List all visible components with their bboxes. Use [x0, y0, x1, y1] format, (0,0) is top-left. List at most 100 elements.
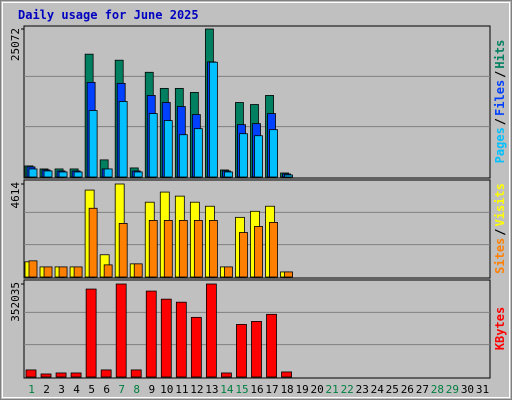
- bar: [221, 372, 232, 378]
- bar: [208, 61, 218, 178]
- bar: [178, 220, 188, 278]
- bar: [175, 301, 187, 378]
- legend: Sites / Visits: [493, 183, 507, 274]
- bar: [43, 266, 53, 278]
- x-tick-label: 2: [43, 383, 50, 396]
- x-tick-label: 25: [386, 383, 399, 396]
- x-tick-label: 1: [28, 383, 35, 396]
- bar: [254, 135, 263, 178]
- bar: [145, 290, 157, 378]
- bar: [58, 266, 68, 278]
- bar: [205, 283, 217, 378]
- x-tick-label: 12: [190, 383, 203, 396]
- bar: [208, 220, 218, 278]
- x-tick-label: 31: [476, 383, 489, 396]
- bar: [103, 168, 113, 178]
- x-tick-label: 7: [118, 383, 125, 396]
- chart-title: Daily usage for June 2025: [18, 8, 199, 22]
- x-tick-label: 15: [235, 383, 248, 396]
- bar: [284, 174, 293, 178]
- bar: [224, 266, 233, 278]
- bar: [163, 220, 173, 278]
- bar: [193, 128, 203, 178]
- legend: Pages / Files / Hits: [493, 40, 507, 164]
- bar: [118, 223, 128, 278]
- bar: [266, 313, 277, 378]
- x-tick-label: 8: [133, 383, 140, 396]
- y-tick-label: 352035: [9, 282, 22, 322]
- bar: [269, 129, 278, 178]
- bar: [118, 101, 128, 178]
- bar: [55, 372, 67, 378]
- bar: [85, 288, 97, 378]
- x-tick-label: 5: [88, 383, 95, 396]
- legend-entry: Files: [493, 80, 507, 116]
- x-tick-label: 10: [160, 383, 173, 396]
- bar: [163, 120, 173, 178]
- bar: [40, 373, 52, 378]
- bar: [88, 110, 98, 178]
- bar: [178, 134, 188, 178]
- x-tick-label: 17: [265, 383, 278, 396]
- legend-separator: /: [493, 71, 507, 78]
- bar: [193, 220, 203, 278]
- bar: [100, 369, 112, 378]
- x-tick-label: 9: [148, 383, 155, 396]
- x-tick-label: 21: [326, 383, 339, 396]
- x-tick-label: 24: [371, 383, 385, 396]
- x-tick-label: 23: [356, 383, 369, 396]
- bar: [269, 222, 278, 278]
- legend-entry: Visits: [493, 183, 507, 226]
- bar: [239, 232, 248, 278]
- x-tick-label: 13: [205, 383, 218, 396]
- bar: [73, 266, 83, 278]
- legend-entry: Sites: [493, 238, 507, 274]
- legend-entry: Pages: [493, 127, 507, 163]
- bar: [190, 316, 202, 378]
- bar: [58, 171, 68, 178]
- x-tick-label: 16: [250, 383, 263, 396]
- bar: [239, 133, 248, 178]
- legend-separator: /: [493, 118, 507, 125]
- x-tick-label: 3: [58, 383, 65, 396]
- bar: [115, 283, 127, 378]
- bar: [43, 170, 53, 178]
- bar: [236, 324, 247, 378]
- bar: [251, 321, 262, 378]
- bar: [160, 298, 172, 378]
- bar: [28, 260, 38, 278]
- bar: [284, 271, 293, 278]
- bar: [133, 263, 143, 278]
- x-tick-label: 29: [446, 383, 459, 396]
- bar: [224, 171, 233, 178]
- bar: [70, 372, 82, 378]
- bar: [103, 264, 113, 278]
- x-tick-label: 22: [341, 383, 354, 396]
- x-tick-label: 20: [311, 383, 324, 396]
- legend: KBytes: [493, 307, 507, 350]
- bar: [28, 168, 38, 178]
- bar: [25, 369, 37, 378]
- legend-separator: /: [493, 229, 507, 236]
- x-tick-label: 26: [401, 383, 414, 396]
- bar: [148, 113, 158, 178]
- y-tick-label: 4614: [9, 182, 22, 209]
- y-tick-label: 25072: [9, 28, 22, 61]
- legend-entry: KBytes: [493, 307, 507, 350]
- legend-entry: Hits: [493, 40, 507, 69]
- x-tick-label: 19: [295, 383, 308, 396]
- x-tick-label: 18: [280, 383, 293, 396]
- x-tick-label: 27: [416, 383, 429, 396]
- bar: [130, 369, 142, 378]
- bar: [254, 226, 263, 278]
- bar: [148, 220, 158, 278]
- x-tick-label: 14: [220, 383, 234, 396]
- x-tick-label: 11: [175, 383, 188, 396]
- bar: [133, 171, 143, 178]
- bar: [73, 171, 83, 178]
- bar: [281, 371, 292, 378]
- x-tick-label: 30: [461, 383, 474, 396]
